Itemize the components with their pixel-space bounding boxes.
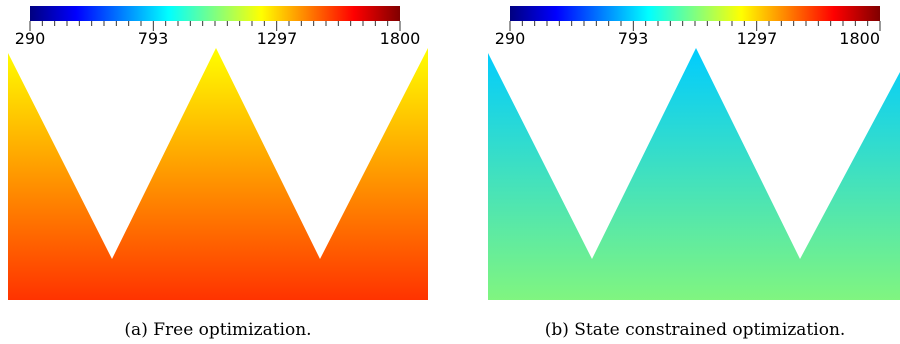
panel-a: 290 793 1297 1800 (a) Free optimization. [8,6,428,340]
colorbar-a-label-max: 1800 [380,29,421,48]
field-b-w-shape [488,48,900,300]
colorbar-a-ticks [29,21,401,31]
colorbar-b-label-3: 1297 [737,29,778,48]
caption-b: (b) State constrained optimization. [545,320,846,340]
panel-b: 290 793 1297 1800 (b) State constrained … [488,6,900,340]
colorbar-b: 290 793 1297 1800 [495,6,881,48]
colorbar-a-label-min: 290 [15,29,46,48]
colorbar-a-gradient [30,6,400,21]
caption-a: (a) Free optimization. [124,320,311,340]
colorbar-b-gradient [510,6,880,21]
colorbar-a: 290 793 1297 1800 [15,6,421,48]
colorbar-a-label-2: 793 [138,29,169,48]
colorbar-b-label-max: 1800 [839,29,880,48]
colorbar-b-label-2: 793 [618,29,649,48]
colorbar-a-label-3: 1297 [257,29,298,48]
field-a-w-shape [8,48,428,300]
colorbar-b-ticks [509,21,881,31]
colorbar-b-label-min: 290 [495,29,526,48]
